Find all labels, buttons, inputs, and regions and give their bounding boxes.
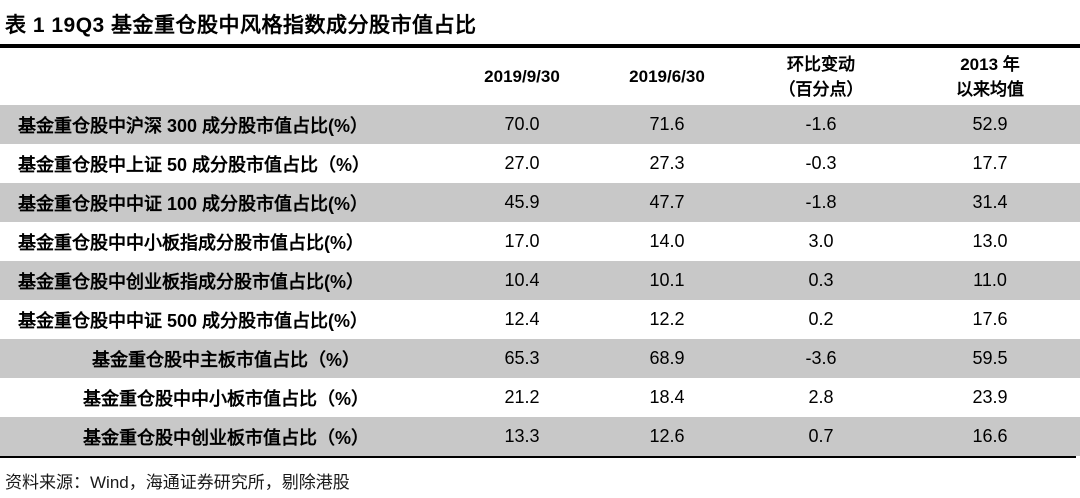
header-date-2019-6-30: 2019/6/30 (629, 66, 705, 86)
header-qoq-change-line2: （百分点） (778, 79, 864, 99)
header-qoq-change: 环比变动 （百分点） (742, 52, 900, 102)
cell-value: 3.0 (808, 231, 834, 251)
footer-rule (0, 456, 1076, 458)
cell-value: 0.2 (808, 309, 834, 329)
table-row: 基金重仓股中创业板市值占比（%） 13.3 12.6 0.7 16.6 (0, 417, 1080, 456)
cell-value: 17.6 (972, 309, 1008, 329)
cell-value: 12.6 (649, 426, 685, 446)
cell-value: 70.0 (504, 114, 540, 134)
cell-value: 27.3 (649, 153, 685, 173)
cell-value: 45.9 (504, 192, 540, 212)
source-note: 资料来源：Wind，海通证券研究所，剔除港股 (5, 473, 350, 492)
table-header: 2019/9/30 2019/6/30 环比变动 （百分点） 2013 年 以来… (0, 48, 1080, 105)
data-table: 2019/9/30 2019/6/30 环比变动 （百分点） 2013 年 以来… (0, 48, 1080, 456)
row-label: 基金重仓股中创业板市值占比（%） (82, 427, 369, 448)
cell-value: 17.0 (504, 231, 540, 251)
cell-value: 47.7 (649, 192, 685, 212)
cell-value: 21.2 (504, 387, 540, 407)
header-avg-since-2013-line1: 2013 年 (960, 54, 1020, 74)
row-label: 基金重仓股中中证 100 成分股市值占比(%） (18, 193, 369, 214)
header-avg-since-2013: 2013 年 以来均值 (900, 52, 1080, 102)
cell-value: -0.3 (805, 153, 837, 173)
row-label: 基金重仓股中中证 500 成分股市值占比(%） (18, 310, 369, 331)
cell-value: 11.0 (973, 270, 1007, 290)
row-label: 基金重仓股中主板市值占比（%） (91, 349, 360, 370)
cell-value: 71.6 (649, 114, 685, 134)
cell-value: 0.3 (808, 270, 834, 290)
cell-value: 59.5 (972, 348, 1008, 368)
cell-value: 2.8 (808, 387, 834, 407)
row-label: 基金重仓股中沪深 300 成分股市值占比(%） (18, 115, 369, 136)
title-rule (0, 44, 1080, 48)
cell-value: 10.4 (504, 270, 540, 290)
cell-value: 17.7 (972, 153, 1008, 173)
header-qoq-change-line1: 环比变动 (787, 54, 855, 74)
cell-value: 68.9 (649, 348, 685, 368)
row-label: 基金重仓股中创业板指成分股市值占比(%） (18, 271, 364, 292)
table-row: 基金重仓股中沪深 300 成分股市值占比(%） 70.0 71.6 -1.6 52.9 (0, 105, 1080, 144)
header-avg-since-2013-line2: 以来均值 (956, 79, 1024, 99)
table-row: 基金重仓股中上证 50 成分股市值占比（%） 27.0 27.3 -0.3 17.7 (0, 144, 1080, 183)
cell-value: 23.9 (972, 387, 1008, 407)
table-body: 基金重仓股中沪深 300 成分股市值占比(%） 70.0 71.6 -1.6 52.9 基… (0, 105, 1080, 456)
cell-value: 0.7 (808, 426, 834, 446)
cell-value: 18.4 (649, 387, 685, 407)
row-label: 基金重仓股中上证 50 成分股市值占比（%） (18, 154, 371, 175)
cell-value: 16.6 (972, 426, 1008, 446)
table-row: 基金重仓股中中证 100 成分股市值占比(%） 45.9 47.7 -1.8 31.4 (0, 183, 1080, 222)
cell-value: 14.0 (649, 231, 685, 251)
row-label: 基金重仓股中中小板市值占比（%） (82, 388, 369, 409)
cell-value: 31.4 (972, 192, 1008, 212)
table-title: 表 1 19Q3 基金重仓股中风格指数成分股市值占比 (5, 14, 477, 37)
cell-value: 12.4 (504, 309, 540, 329)
cell-value: -1.6 (805, 114, 837, 134)
cell-value: 65.3 (504, 348, 540, 368)
cell-value: -1.8 (805, 192, 837, 212)
cell-value: 52.9 (972, 114, 1008, 134)
table-row: 基金重仓股中创业板指成分股市值占比(%） 10.4 10.1 0.3 11.0 (0, 261, 1080, 300)
table-row: 基金重仓股中主板市值占比（%） 65.3 68.9 -3.6 59.5 (0, 339, 1080, 378)
table-row: 基金重仓股中中小板市值占比（%） 21.2 18.4 2.8 23.9 (0, 378, 1080, 417)
cell-value: 12.2 (649, 309, 685, 329)
header-date-2019-9-30: 2019/9/30 (484, 66, 560, 86)
cell-value: 13.0 (972, 231, 1008, 251)
table-row: 基金重仓股中中证 500 成分股市值占比(%） 12.4 12.2 0.2 17.6 (0, 300, 1080, 339)
cell-value: 13.3 (504, 426, 540, 446)
cell-value: 10.1 (649, 270, 685, 290)
row-label: 基金重仓股中中小板指成分股市值占比(%） (18, 232, 364, 253)
cell-value: -3.6 (805, 348, 837, 368)
table-row: 基金重仓股中中小板指成分股市值占比(%） 17.0 14.0 3.0 13.0 (0, 222, 1080, 261)
cell-value: 27.0 (504, 153, 540, 173)
